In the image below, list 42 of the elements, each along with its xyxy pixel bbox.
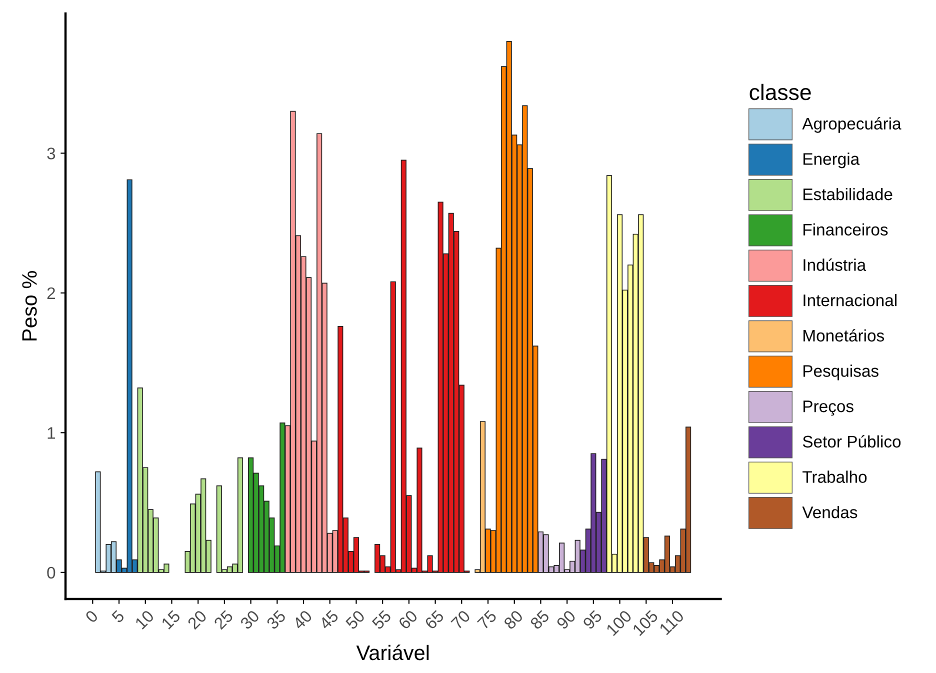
legend-label: Setor Público xyxy=(802,435,901,448)
x-tick-label: 95 xyxy=(582,609,603,630)
y-tick-label: 2 xyxy=(47,287,55,299)
x-tick-label: 55 xyxy=(371,610,392,630)
x-tick-label: 30 xyxy=(240,609,260,630)
x-tick-label: 70 xyxy=(450,609,471,630)
x-tick-label: 105 xyxy=(632,609,659,636)
x-tick-label: 10 xyxy=(134,609,155,630)
legend-label: Monetários xyxy=(804,329,884,342)
x-tick-label: 80 xyxy=(503,609,524,630)
y-tick-label: 3 xyxy=(47,148,56,160)
legend-label: Vendas xyxy=(802,506,858,518)
x-tick-label: 85 xyxy=(529,609,550,630)
x-tick-label: 0 xyxy=(84,609,99,624)
x-tick-label: 45 xyxy=(318,610,340,630)
x-tick-label: 75 xyxy=(476,610,498,630)
legend-label: Financeiros xyxy=(804,223,888,236)
legend-label: Energia xyxy=(804,152,860,168)
x-tick-label: 100 xyxy=(606,609,632,636)
y-axis-title: Peso % xyxy=(22,271,37,340)
x-tick-label: 110 xyxy=(658,609,685,636)
x-tick-label: 50 xyxy=(344,609,366,630)
legend-label: Pesquisas xyxy=(804,364,878,380)
x-axis-title: Variável xyxy=(356,644,429,660)
y-tick-label: 1 xyxy=(48,427,55,439)
legend-label: Estabilidade xyxy=(804,188,892,200)
x-tick-label: 35 xyxy=(266,609,286,630)
legend-title: classe xyxy=(750,84,811,100)
legend-label: Indústria xyxy=(804,258,866,271)
legend-label: Preços xyxy=(804,400,854,416)
x-tick-label: 20 xyxy=(186,609,208,630)
x-tick-label: 15 xyxy=(161,610,181,630)
x-tick-label: 65 xyxy=(424,609,445,630)
x-tick-label: 90 xyxy=(556,609,576,630)
x-tick-label: 60 xyxy=(398,609,418,630)
x-tick-label: 5 xyxy=(111,610,125,624)
y-tick-label: 0 xyxy=(47,566,56,579)
legend-label: Internacional xyxy=(804,294,896,306)
legend-label: Agropecuária xyxy=(802,117,902,133)
legend-label: Trabalho xyxy=(802,470,867,483)
x-tick-label: 40 xyxy=(292,609,313,630)
x-tick-label: 25 xyxy=(213,609,234,630)
